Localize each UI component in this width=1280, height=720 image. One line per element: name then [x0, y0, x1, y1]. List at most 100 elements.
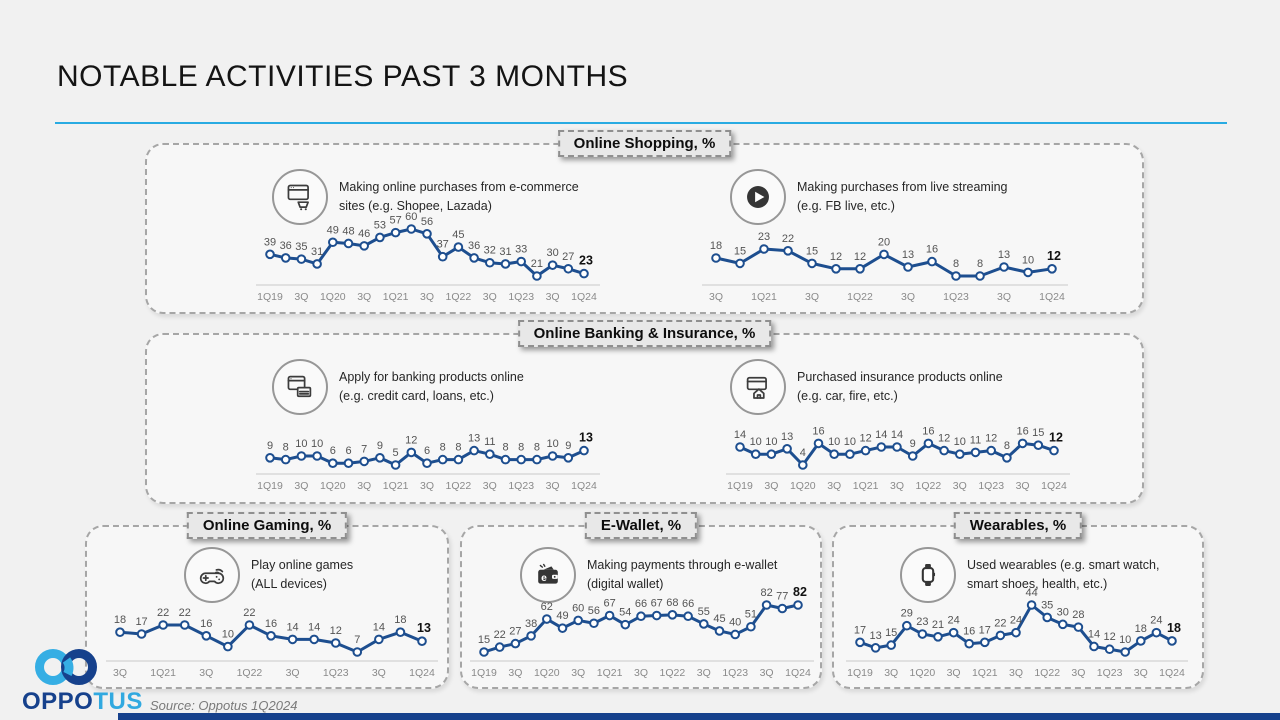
svg-text:1Q23: 1Q23	[323, 667, 349, 679]
activity-wearables-description: Used wearables (e.g. smart watch, smart …	[967, 558, 1160, 591]
svg-text:1Q20: 1Q20	[320, 291, 346, 303]
svg-text:1Q20: 1Q20	[320, 480, 346, 492]
svg-text:1Q24: 1Q24	[571, 480, 597, 492]
svg-text:23: 23	[579, 254, 593, 268]
svg-text:24: 24	[1010, 615, 1022, 627]
svg-text:3Q: 3Q	[1071, 667, 1085, 679]
svg-text:1Q24: 1Q24	[1039, 291, 1065, 303]
svg-text:82: 82	[760, 587, 772, 599]
activity-livestream-description: Making purchases from live streaming (e.…	[797, 180, 1008, 213]
logo-text-primary: OPPO	[22, 688, 94, 715]
svg-text:14: 14	[286, 621, 298, 633]
svg-text:13: 13	[417, 621, 431, 635]
svg-text:16: 16	[812, 425, 824, 437]
svg-text:18: 18	[710, 240, 722, 252]
svg-text:49: 49	[556, 610, 568, 622]
ecommerce-cart-icon	[272, 169, 328, 225]
svg-text:1Q24: 1Q24	[409, 667, 435, 679]
svg-text:68: 68	[666, 597, 678, 609]
svg-text:1Q24: 1Q24	[785, 667, 811, 679]
svg-text:40: 40	[729, 616, 741, 628]
svg-text:3Q: 3Q	[286, 667, 300, 679]
svg-text:33: 33	[515, 244, 527, 256]
svg-text:66: 66	[635, 598, 647, 610]
svg-text:11: 11	[970, 434, 981, 446]
svg-text:3Q: 3Q	[294, 480, 308, 492]
svg-text:4: 4	[800, 447, 806, 459]
svg-text:16: 16	[265, 618, 277, 630]
svg-text:45: 45	[452, 229, 464, 241]
gamepad-icon	[184, 547, 240, 603]
svg-text:6: 6	[424, 445, 430, 457]
svg-text:16: 16	[922, 425, 934, 437]
svg-text:14: 14	[1088, 628, 1100, 640]
svg-text:3Q: 3Q	[546, 480, 560, 492]
svg-text:3Q: 3Q	[764, 480, 778, 492]
activity-insurance: Purchased insurance products online (e.g…	[730, 359, 1003, 415]
svg-text:8: 8	[455, 442, 461, 454]
svg-text:57: 57	[389, 215, 401, 227]
svg-text:45: 45	[713, 613, 725, 625]
play-icon	[730, 169, 786, 225]
svg-text:17: 17	[979, 624, 991, 636]
svg-text:22: 22	[494, 629, 506, 641]
svg-text:14: 14	[373, 621, 385, 633]
svg-text:1Q20: 1Q20	[910, 667, 936, 679]
svg-text:3Q: 3Q	[571, 667, 585, 679]
svg-text:3Q: 3Q	[697, 667, 711, 679]
svg-text:1Q21: 1Q21	[150, 667, 176, 679]
section-header-ewallet: E-Wallet, %	[584, 512, 698, 539]
svg-text:10: 10	[828, 436, 840, 448]
svg-text:44: 44	[1025, 587, 1037, 599]
svg-text:3Q: 3Q	[760, 667, 774, 679]
svg-text:10: 10	[546, 438, 558, 450]
activity-ecommerce: Making online purchases from e-commerce …	[272, 169, 579, 225]
svg-text:31: 31	[499, 246, 511, 258]
svg-text:1Q22: 1Q22	[847, 291, 873, 303]
svg-text:22: 22	[179, 607, 191, 619]
svg-text:10: 10	[1119, 634, 1131, 646]
svg-text:51: 51	[745, 609, 757, 621]
svg-text:1Q23: 1Q23	[508, 291, 534, 303]
svg-text:22: 22	[157, 607, 169, 619]
svg-text:1Q22: 1Q22	[446, 480, 472, 492]
svg-text:21: 21	[932, 619, 944, 631]
panel-online-gaming: Online Gaming, % Play online games (ALL …	[85, 512, 449, 689]
svg-text:8: 8	[440, 442, 446, 454]
svg-text:1Q22: 1Q22	[446, 291, 472, 303]
svg-text:8: 8	[518, 442, 524, 454]
svg-text:13: 13	[579, 431, 593, 445]
svg-text:e: e	[541, 573, 547, 584]
svg-text:1Q19: 1Q19	[727, 480, 753, 492]
svg-text:35: 35	[1041, 599, 1053, 611]
svg-text:3Q: 3Q	[997, 291, 1011, 303]
svg-text:3Q: 3Q	[947, 667, 961, 679]
svg-text:1Q19: 1Q19	[847, 667, 873, 679]
svg-text:13: 13	[781, 431, 793, 443]
svg-text:22: 22	[782, 233, 794, 245]
svg-text:53: 53	[374, 219, 386, 231]
svg-text:3Q: 3Q	[805, 291, 819, 303]
svg-text:1Q21: 1Q21	[597, 667, 623, 679]
svg-text:18: 18	[394, 614, 406, 626]
svg-text:10: 10	[844, 436, 856, 448]
svg-text:67: 67	[651, 598, 663, 610]
svg-text:12: 12	[1049, 431, 1063, 445]
svg-text:36: 36	[468, 240, 480, 252]
svg-text:82: 82	[793, 585, 807, 599]
chart-gaming: 18 17 22 22 16 10 22 16 14 14 12 7 14 18 13 3Q 1Q21 3Q 1Q2…	[106, 607, 438, 679]
svg-text:20: 20	[878, 236, 890, 248]
svg-text:1Q21: 1Q21	[383, 480, 409, 492]
page-title: NOTABLE ACTIVITIES PAST 3 MONTHS	[57, 60, 629, 93]
svg-text:14: 14	[891, 429, 903, 441]
svg-text:1Q20: 1Q20	[534, 667, 560, 679]
svg-text:37: 37	[437, 239, 449, 251]
svg-text:13: 13	[902, 249, 914, 261]
svg-text:3Q: 3Q	[546, 291, 560, 303]
svg-text:10: 10	[954, 436, 966, 448]
svg-text:3Q: 3Q	[901, 291, 915, 303]
svg-text:60: 60	[405, 211, 417, 223]
svg-text:15: 15	[806, 245, 818, 257]
